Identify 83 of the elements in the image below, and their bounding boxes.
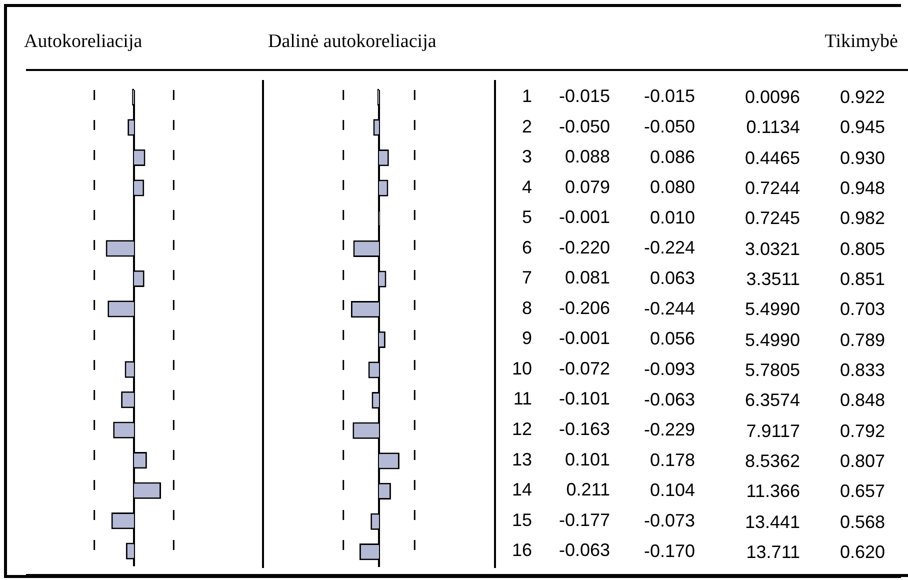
data-label: -0.050 <box>644 116 695 136</box>
text: 0.789 <box>840 330 885 350</box>
text: 11.366 <box>745 480 800 502</box>
text: 0.620 <box>840 542 885 562</box>
text: 0.848 <box>840 390 885 410</box>
y-tick-label: 3 <box>522 146 532 167</box>
data-label: -0.050 <box>558 116 610 136</box>
data-label: -0.073 <box>644 510 695 530</box>
data-label: -0.072 <box>558 358 610 378</box>
data-label: 0.088 <box>564 146 610 167</box>
data-label: -0.170 <box>644 540 695 561</box>
text: 0.922 <box>840 87 885 108</box>
data-label: 0.081 <box>564 268 610 288</box>
y-tick-label: 10 <box>512 358 532 378</box>
text: 5.4990 <box>744 328 800 351</box>
data-label: 0.079 <box>564 176 610 197</box>
data-label: 0.104 <box>650 480 695 500</box>
data-label: -0.063 <box>558 540 610 560</box>
data-label: -0.244 <box>644 298 695 318</box>
y-tick-label: 7 <box>522 268 532 288</box>
chart-title: Autokoreliacija <box>24 31 142 53</box>
data-label: 0.178 <box>650 450 695 470</box>
text: 0.805 <box>840 238 885 259</box>
text: 0.851 <box>840 269 885 290</box>
text: 0.1134 <box>745 116 800 138</box>
text: 5.4990 <box>744 298 800 320</box>
y-tick-label: 9 <box>522 328 532 348</box>
data-label: -0.229 <box>644 420 695 440</box>
y-tick-label: 14 <box>512 480 532 500</box>
text: 0.948 <box>840 178 885 198</box>
data-label: -0.163 <box>558 418 610 439</box>
text: Tikimybė <box>824 31 898 53</box>
data-label: -0.220 <box>558 237 610 258</box>
y-tick-label: 4 <box>522 176 532 197</box>
text: 13.711 <box>745 540 800 563</box>
text: 3.0321 <box>744 238 800 260</box>
text: 5.7805 <box>744 358 800 381</box>
data-label: -0.177 <box>558 510 610 530</box>
data-label: 0.010 <box>650 207 695 228</box>
data-label: -0.093 <box>644 358 695 379</box>
text: 0.982 <box>840 208 885 228</box>
text: 0.7244 <box>744 177 800 200</box>
text: 0.568 <box>840 512 885 532</box>
data-label: 0.080 <box>650 177 695 198</box>
text: 0.807 <box>840 450 885 471</box>
data-label: 0.101 <box>564 449 610 470</box>
y-tick-label: 16 <box>512 540 532 560</box>
y-tick-label: 15 <box>512 510 532 530</box>
text: 0.4465 <box>744 146 800 169</box>
text: 0.0096 <box>744 86 800 108</box>
text: 0.833 <box>840 360 885 380</box>
data-label: 0.056 <box>650 328 695 349</box>
y-tick-label: 1 <box>522 86 532 106</box>
y-tick-label: 13 <box>512 449 532 470</box>
data-label: -0.101 <box>558 388 610 409</box>
text: 0.7245 <box>744 207 800 230</box>
text: 3.3511 <box>745 268 800 290</box>
data-label: -0.206 <box>558 298 610 318</box>
data-label: 0.063 <box>650 268 695 288</box>
data-label: -0.001 <box>558 328 610 348</box>
text: 0.945 <box>840 117 885 138</box>
y-tick-label: 6 <box>522 237 532 258</box>
data-label: -0.063 <box>644 389 695 410</box>
y-tick-label: 11 <box>513 388 532 409</box>
data-label: -0.224 <box>644 238 695 258</box>
y-tick-label: 12 <box>512 418 532 439</box>
y-tick-label: 8 <box>522 298 532 318</box>
text: 7.9117 <box>745 420 800 442</box>
data-label: 0.086 <box>650 146 695 167</box>
text: 8.5362 <box>744 450 800 472</box>
data-label: -0.001 <box>558 207 610 228</box>
text: 0.703 <box>840 299 885 320</box>
data-label: -0.015 <box>558 86 610 106</box>
text: 0.792 <box>840 420 885 441</box>
text: 6.3574 <box>744 389 800 412</box>
text: 0.657 <box>840 481 885 502</box>
data-label: 0.211 <box>566 480 610 500</box>
y-tick-label: 5 <box>522 207 532 228</box>
chart-title: Dalinė autokoreliacija <box>268 31 436 53</box>
text: 13.441 <box>744 510 800 533</box>
y-tick-label: 2 <box>522 116 532 136</box>
text: 0.930 <box>840 148 885 168</box>
data-label: -0.015 <box>644 86 695 106</box>
